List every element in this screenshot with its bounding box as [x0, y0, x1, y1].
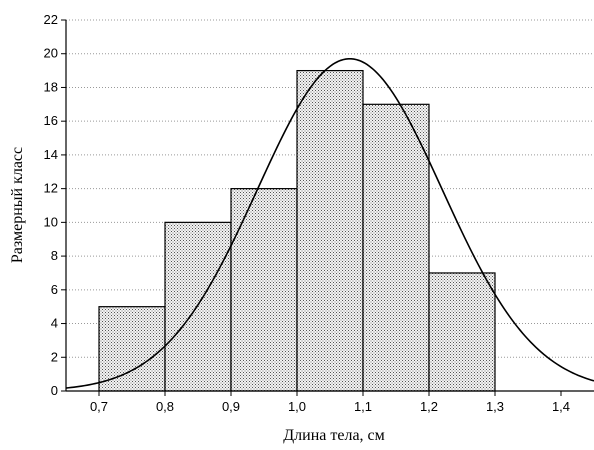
y-tick-label: 12 [44, 181, 58, 196]
histogram-bar [98, 306, 166, 392]
tick-labels: 0 2 4 6 8 10 12 14 16 18 20 22 0,7 0,8 0,9 1,0 1,1 1,2 1,3… [44, 12, 571, 414]
x-tick-label: 0,9 [222, 399, 240, 414]
histogram-bar [164, 221, 232, 392]
axes [61, 19, 594, 396]
y-tick-label: 18 [44, 79, 58, 94]
x-tick-label: 1,2 [420, 399, 438, 414]
histogram-bars [98, 69, 496, 392]
y-tick-label: 16 [44, 113, 58, 128]
y-tick-label: 14 [44, 147, 58, 162]
y-tick-label: 2 [51, 349, 58, 364]
histogram-bar [296, 69, 364, 392]
y-tick-label: 0 [51, 383, 58, 398]
x-tick-label: 1,1 [354, 399, 372, 414]
x-axis-title: Длина тела, см [283, 427, 385, 444]
x-tick-label: 0,7 [90, 399, 108, 414]
y-tick-label: 4 [51, 316, 58, 331]
x-tick-label: 1,3 [486, 399, 504, 414]
histogram-bar [362, 103, 430, 392]
y-tick-label: 8 [51, 248, 58, 263]
normal-curve-layer [65, 58, 594, 389]
histogram-bar [428, 272, 496, 392]
normal-curve [65, 58, 594, 389]
y-tick-label: 20 [44, 46, 58, 61]
y-tick-label: 10 [44, 214, 58, 229]
y-tick-label: 22 [44, 12, 58, 27]
x-tick-label: 1,4 [552, 399, 570, 414]
x-tick-label: 0,8 [156, 399, 174, 414]
histogram-bar [230, 188, 298, 392]
y-axis-title: Размерный класс [9, 147, 26, 263]
x-tick-label: 1,0 [288, 399, 306, 414]
y-tick-label: 6 [51, 282, 58, 297]
